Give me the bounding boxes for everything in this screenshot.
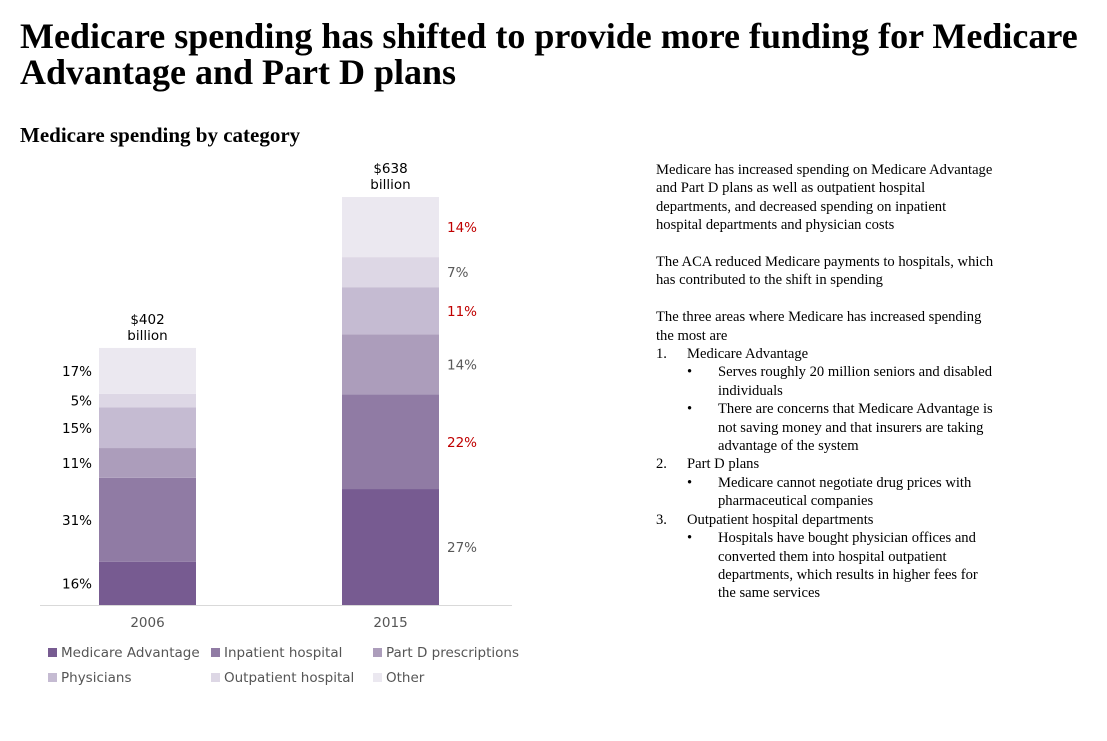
legend-label: Medicare Advantage [61, 645, 200, 661]
total-label: billion [370, 177, 410, 193]
bar-segment-2015-inpatient-hospital [342, 394, 439, 490]
bar-segment-2006-medicare-advantage [99, 561, 196, 605]
note-paragraph-3: The three areas where Medicare has incre… [656, 309, 982, 344]
bullet-item: Serves roughly 20 million seniors and di… [687, 363, 996, 400]
total-label: billion [127, 328, 167, 344]
legend-swatch [48, 648, 57, 657]
item-label: Outpatient hospital departments [687, 511, 874, 528]
bar-segment-2015-outpatient-hospital [342, 257, 439, 288]
legend-label: Outpatient hospital [224, 670, 355, 686]
chart-title: Medicare spending by category [20, 123, 301, 147]
legend-swatch [373, 648, 382, 657]
total-label: $402 [130, 312, 164, 328]
data-label: 11% [447, 304, 477, 320]
bar-segment-2006-part-d-prescriptions [99, 448, 196, 478]
notes-panel: Medicare has increased spending on Medic… [656, 161, 996, 603]
legend-swatch [211, 673, 220, 682]
page-title: Medicare spending has shifted to provide… [20, 16, 1078, 92]
item-number: 3. [656, 511, 667, 528]
stacked-bar-chart: 16%31%11%15%5%17%$402billion200627%22%14… [40, 161, 512, 630]
item-number: 2. [656, 456, 667, 473]
x-tick-label: 2015 [373, 615, 407, 630]
legend-item: Outpatient hospital [211, 670, 354, 686]
legend-label: Other [386, 670, 425, 686]
data-label: 14% [447, 357, 477, 373]
bar-segment-2015-part-d-prescriptions [342, 334, 439, 395]
legend-item: Inpatient hospital [211, 645, 342, 661]
data-label: 5% [71, 394, 93, 410]
data-label: 31% [62, 513, 92, 529]
legend-item: Medicare Advantage [48, 645, 200, 661]
bullet-list: Medicare cannot negotiate drug prices wi… [656, 474, 996, 511]
data-label: 16% [62, 576, 92, 592]
data-label: 7% [447, 265, 469, 281]
legend-item: Physicians [48, 670, 132, 686]
notes-list: 1. Medicare AdvantageServes roughly 20 mi… [656, 345, 996, 603]
bar-segment-2006-other [99, 347, 196, 394]
bullet-item: There are concerns that Medicare Advanta… [687, 400, 996, 455]
bar-segment-2015-medicare-advantage [342, 489, 439, 605]
item-label: Medicare Advantage [687, 346, 809, 363]
numbered-item: 3. Outpatient hospital departmentsHospita… [656, 511, 996, 603]
total-label: $638 [373, 161, 407, 177]
bar-segment-2006-inpatient-hospital [99, 477, 196, 562]
bullet-list: Hospitals have bought physician offices … [656, 529, 996, 603]
data-label: 17% [62, 364, 92, 380]
x-tick-label: 2006 [130, 615, 164, 630]
legend-swatch [48, 673, 57, 682]
bullet-item: Medicare cannot negotiate drug prices wi… [687, 474, 996, 511]
bar-segment-2006-outpatient-hospital [99, 393, 196, 408]
bar-segment-2015-physicians [342, 287, 439, 335]
bullet-list: Serves roughly 20 million seniors and di… [656, 363, 996, 455]
numbered-item: 1. Medicare AdvantageServes roughly 20 mi… [656, 345, 996, 455]
data-label: 11% [62, 456, 92, 472]
legend-swatch [211, 648, 220, 657]
data-label: 22% [447, 435, 477, 451]
legend-label: Inpatient hospital [224, 645, 343, 661]
legend-swatch [373, 673, 382, 682]
bar-segment-2006-physicians [99, 407, 196, 449]
note-paragraph-1: Medicare has increased spending on Medic… [656, 162, 993, 234]
legend-label: Physicians [61, 670, 132, 686]
legend-label: Part D prescriptions [386, 645, 519, 661]
item-label: Part D plans [687, 456, 760, 473]
data-label: 27% [447, 540, 477, 556]
legend-item: Part D prescriptions [373, 645, 519, 661]
legend-item: Other [373, 670, 424, 686]
data-label: 14% [447, 220, 477, 236]
bar-segment-2015-other [342, 197, 439, 258]
bullet-item: Hospitals have bought physician offices … [687, 529, 996, 603]
item-number: 1. [656, 346, 667, 363]
data-label: 15% [62, 421, 92, 437]
note-paragraph-2: The ACA reduced Medicare payments to hos… [656, 254, 994, 289]
